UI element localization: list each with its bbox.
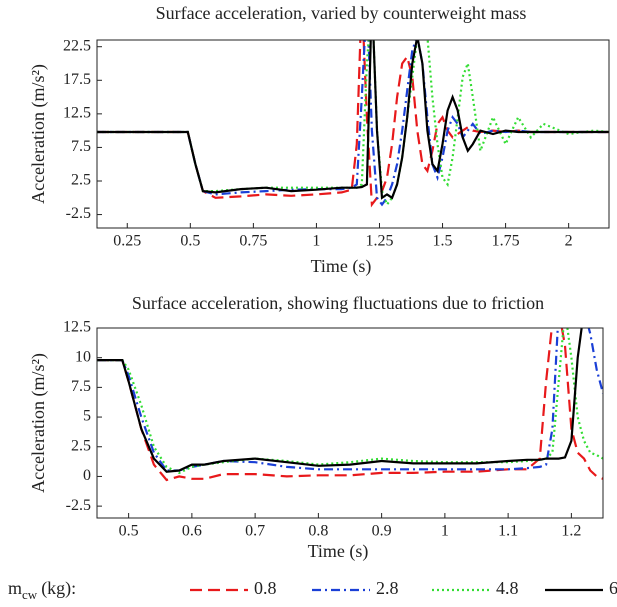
- chart-title: Surface acceleration, showing fluctuatio…: [132, 293, 544, 313]
- series-line: [97, 40, 609, 207]
- series-line: [97, 40, 609, 200]
- series-line: [97, 328, 603, 475]
- y-tick-label: 22.5: [63, 37, 91, 54]
- axes-box: [96, 39, 610, 229]
- x-tick-label: 1: [441, 523, 449, 540]
- x-tick-label: 0.6: [182, 523, 202, 540]
- y-tick-label: 7.5: [71, 378, 91, 395]
- y-tick-label: 17.5: [63, 71, 91, 88]
- x-tick-label: 0.7: [245, 523, 265, 540]
- x-tick-label: 0.25: [113, 233, 141, 250]
- series-line: [97, 40, 609, 208]
- y-tick-label: 5: [83, 408, 91, 425]
- series-line: [97, 40, 609, 207]
- y-tick-label: 12.5: [63, 319, 91, 336]
- axes-box: [96, 327, 604, 519]
- legend-title-main: m: [8, 578, 22, 598]
- x-tick-label: 1.75: [492, 233, 520, 250]
- x-tick-label: 0.9: [372, 523, 392, 540]
- series-line: [97, 328, 603, 482]
- x-tick-label: 1: [312, 233, 320, 250]
- y-tick-label: -2.5: [66, 497, 91, 514]
- x-tick-label: 1.1: [498, 523, 518, 540]
- x-tick-label: 0.5: [180, 233, 200, 250]
- legend-title: mcw (kg):: [8, 578, 76, 602]
- legend-title-unit: (kg):: [41, 578, 76, 599]
- x-tick-label: 1.25: [365, 233, 393, 250]
- series-line: [97, 328, 583, 473]
- y-axis-label: Acceleration (m/s²): [28, 64, 49, 204]
- x-tick-label: 1.2: [561, 523, 581, 540]
- legend-title-sub: cw: [22, 587, 38, 602]
- chart-title: Surface acceleration, varied by counterw…: [156, 3, 527, 23]
- x-tick-label: 1.5: [433, 233, 453, 250]
- y-tick-label: 7.5: [71, 138, 91, 155]
- y-tick-label: 2.5: [71, 437, 91, 454]
- y-tick-label: 10: [75, 348, 91, 365]
- plot-area: [97, 328, 603, 482]
- x-tick-label: 2: [565, 233, 573, 250]
- y-tick-label: 12.5: [63, 105, 91, 122]
- series-line: [97, 328, 603, 472]
- y-tick-label: 2.5: [71, 172, 91, 189]
- legend-label: 4.8: [496, 578, 519, 598]
- y-tick-label: 0: [83, 467, 91, 484]
- y-axis-label: Acceleration (m/s²): [28, 353, 49, 493]
- x-tick-label: 0.8: [308, 523, 328, 540]
- x-tick-label: 0.5: [119, 523, 139, 540]
- x-axis-label: Time (s): [311, 256, 372, 277]
- x-axis-label: Time (s): [308, 541, 369, 562]
- y-tick-label: -2.5: [66, 205, 91, 222]
- legend-label: 0.8: [254, 578, 277, 598]
- plot-area: [97, 40, 609, 208]
- x-tick-label: 0.75: [239, 233, 267, 250]
- legend-label: 6.8: [609, 578, 617, 598]
- legend-label: 2.8: [376, 578, 399, 598]
